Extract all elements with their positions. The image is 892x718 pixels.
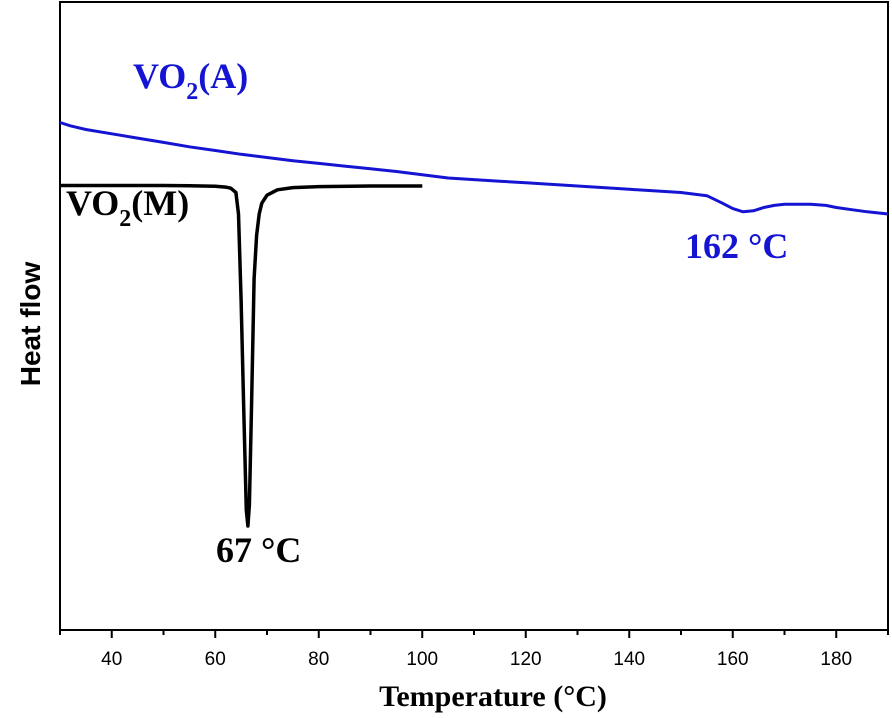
- plot-frame: [59, 1, 889, 631]
- x-axis-title: Temperature (°C): [379, 680, 607, 713]
- x-tick-label: 120: [510, 649, 542, 670]
- x-ticks: 40 60 80 100 120 140 160 180: [59, 630, 889, 670]
- series-line-vo2m: [60, 183, 423, 528]
- series-line-vo2a: [59, 121, 889, 216]
- annotation-162c: 162 °C: [685, 226, 788, 266]
- legend-label-vo2-m: VO2(M): [66, 183, 189, 232]
- x-tick-label: 160: [717, 649, 749, 670]
- x-tick-label: 180: [820, 649, 852, 670]
- y-axis-title: Heat flow: [15, 262, 46, 387]
- x-tick-label: 60: [205, 649, 226, 670]
- x-tick-label: 140: [613, 649, 645, 670]
- legend-label-vo2-a: VO2(A): [133, 56, 248, 105]
- x-tick-label: 100: [406, 649, 438, 670]
- annotation-67c: 67 °C: [216, 530, 301, 570]
- chart-labels: Temperature (°C) Heat flow VO2(A) VO2(M)…: [15, 56, 788, 713]
- x-tick-label: 80: [308, 649, 329, 670]
- plot-area: [59, 1, 889, 631]
- x-tick-label: 40: [101, 649, 122, 670]
